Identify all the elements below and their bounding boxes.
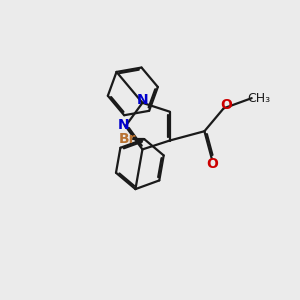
Text: Br: Br bbox=[119, 132, 136, 146]
Text: O: O bbox=[206, 157, 218, 171]
Text: N: N bbox=[118, 118, 130, 132]
Text: O: O bbox=[221, 98, 232, 112]
Text: N: N bbox=[136, 93, 148, 107]
Text: CH₃: CH₃ bbox=[248, 92, 271, 105]
